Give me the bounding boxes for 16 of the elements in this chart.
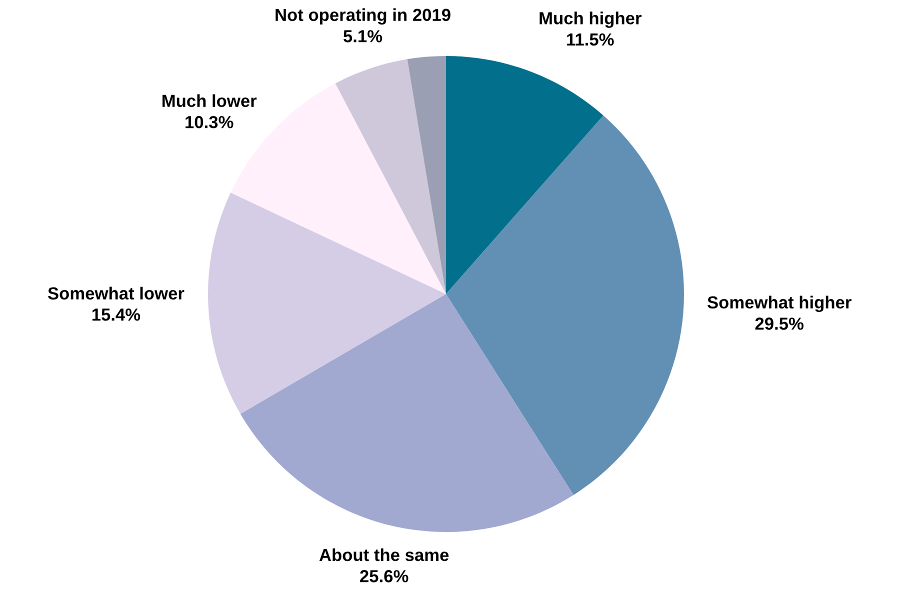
data-label: 15.4%: [92, 308, 140, 321]
slice-label: Not operating in 2019: [276, 8, 450, 25]
pie-slice: [446, 56, 604, 294]
pie-slice: [240, 294, 574, 532]
slice-label: Much lower: [162, 94, 257, 108]
data-label: 5.1%: [344, 30, 382, 42]
slice-label: Somewhat higher: [707, 296, 852, 312]
data-label: 29.5%: [755, 318, 804, 330]
slice-label: Somewhat lower: [48, 286, 184, 300]
pie-slice: [446, 115, 684, 495]
pie-slice: [407, 56, 446, 294]
slice-label: Much higher: [540, 12, 642, 28]
data-label: 25.6%: [360, 570, 408, 582]
data-label: 11.5%: [567, 33, 614, 46]
slice-label: About the same: [319, 548, 449, 562]
data-label: 10.3%: [186, 116, 234, 128]
